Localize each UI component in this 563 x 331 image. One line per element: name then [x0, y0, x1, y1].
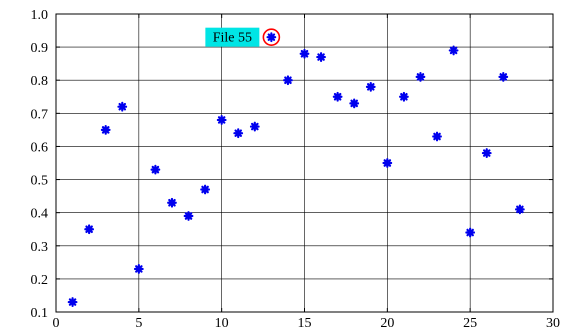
data-point[interactable] — [167, 197, 177, 208]
y-tick-label: 0.3 — [31, 240, 49, 255]
data-point[interactable] — [365, 81, 376, 92]
data-point[interactable] — [84, 224, 95, 235]
y-tick-label: 0.5 — [31, 174, 49, 189]
x-tick-label: 25 — [463, 316, 477, 331]
data-point[interactable] — [299, 48, 310, 59]
annotation-label: File 55 — [213, 31, 252, 46]
y-tick-label: 0.8 — [31, 74, 49, 89]
highlight-circle — [262, 28, 281, 46]
annotation-box — [205, 27, 260, 47]
data-point[interactable] — [514, 204, 525, 215]
data-point[interactable] — [382, 158, 393, 168]
y-tick-label: 0.4 — [31, 207, 49, 222]
grid — [55, 13, 554, 313]
data-point[interactable] — [481, 148, 492, 158]
data-point[interactable] — [448, 45, 459, 56]
data-point[interactable] — [465, 227, 476, 238]
x-tick-label: 15 — [298, 316, 312, 331]
data-point[interactable] — [100, 124, 111, 135]
data-point[interactable] — [67, 297, 78, 307]
data-point[interactable] — [332, 91, 343, 102]
y-tick-label: 0.6 — [31, 140, 49, 155]
data-point[interactable] — [183, 211, 194, 221]
data-point[interactable] — [249, 121, 260, 132]
data-point[interactable] — [415, 72, 426, 82]
y-tick-label: 0.2 — [31, 273, 49, 288]
y-tick-label: 1.0 — [31, 8, 49, 23]
data-points — [67, 32, 525, 307]
annotation: File 55 — [205, 27, 281, 47]
data-point[interactable] — [200, 184, 210, 195]
x-tick-label: 0 — [53, 316, 60, 331]
data-point[interactable] — [399, 91, 409, 102]
data-point[interactable] — [233, 128, 244, 139]
data-point[interactable] — [117, 101, 128, 112]
y-tick-label: 0.7 — [31, 107, 49, 122]
y-tick-label: 0.9 — [31, 41, 49, 56]
x-tick-label: 5 — [135, 316, 142, 331]
data-point[interactable] — [498, 72, 509, 82]
data-point[interactable] — [349, 98, 360, 109]
data-point[interactable] — [216, 115, 227, 125]
data-point[interactable] — [133, 264, 144, 274]
x-tick-label: 20 — [380, 316, 394, 331]
data-point[interactable] — [316, 52, 326, 62]
data-point[interactable] — [266, 32, 277, 43]
y-tick-label: 0.1 — [31, 306, 49, 321]
x-tick-label: 30 — [546, 316, 560, 331]
x-tick-label: 10 — [215, 316, 229, 331]
data-point[interactable] — [283, 75, 293, 86]
data-point[interactable] — [432, 131, 442, 142]
data-point[interactable] — [150, 164, 161, 175]
axis-ticks: 0 5 10 15 20 25 30 0.1 0.2 0.3 0.4 0.5 0.6 0.7 0.8 0.9 1… — [31, 8, 561, 331]
